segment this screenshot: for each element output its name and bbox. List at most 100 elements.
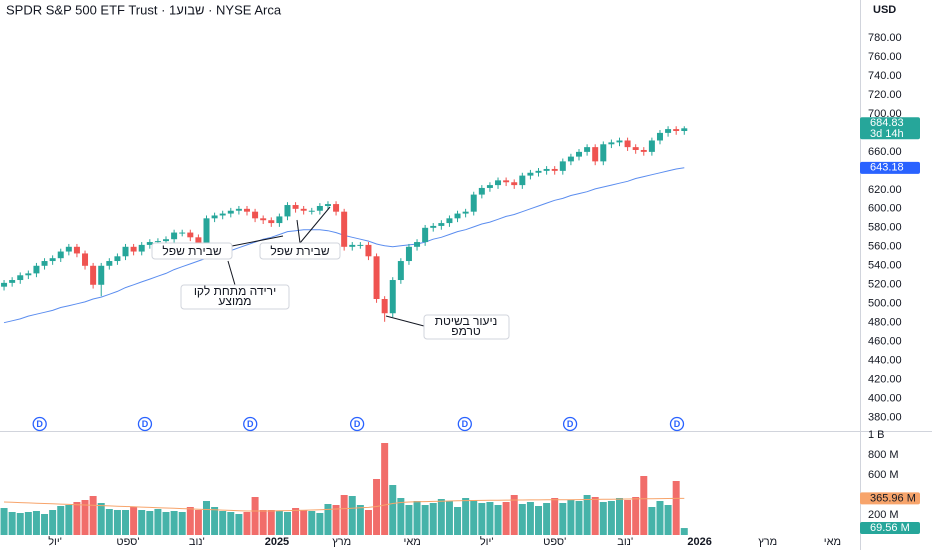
volume-tick-label: 600 M: [868, 469, 899, 481]
candle-body: [478, 187, 485, 195]
candle-body: [227, 210, 234, 214]
volume-bar: [559, 503, 567, 535]
dividend-label: D: [674, 419, 681, 429]
candle-body: [559, 161, 566, 171]
candle-body: [681, 128, 688, 131]
annotation-text: שבירת שפל: [162, 244, 221, 258]
x-tick-label: נוב': [189, 536, 205, 548]
candle-body: [195, 237, 202, 245]
candle-body: [373, 256, 380, 300]
candle-body: [584, 147, 591, 152]
volume-bar: [146, 511, 154, 535]
y-tick-label: 660.00: [868, 146, 902, 158]
y-tick-label: 500.00: [868, 298, 902, 310]
candle-body: [397, 261, 404, 281]
dividend-marker: [137, 416, 153, 432]
annotation-box: [180, 284, 290, 310]
candle-body: [252, 211, 259, 219]
volume-bar: [332, 505, 340, 535]
annotation-arrow: [231, 235, 284, 247]
candle-body: [576, 151, 583, 157]
candle-body: [260, 218, 267, 221]
volume-bar: [599, 502, 607, 535]
candle-body: [470, 194, 477, 212]
candle-body: [17, 275, 24, 281]
y-tick-label: 400.00: [868, 393, 902, 405]
candle-body: [600, 144, 607, 162]
volume-bar: [16, 513, 24, 535]
candle-body: [535, 170, 542, 173]
volume-bar: [251, 497, 259, 535]
volume-tick-label: 1 B: [868, 429, 885, 441]
candle-body: [454, 213, 461, 219]
y-tick-label: 540.00: [868, 260, 902, 272]
x-tick-label: 2025: [265, 536, 289, 548]
volume-bar: [575, 501, 583, 535]
candle-body: [543, 168, 550, 171]
volume-bar: [494, 505, 502, 535]
volume-bar: [73, 502, 81, 535]
candle-body: [656, 132, 663, 141]
x-tick-label: מרץ: [332, 536, 351, 548]
candle-body: [333, 204, 340, 212]
y-tick-label: 720.00: [868, 89, 902, 101]
dividend-marker: [349, 416, 365, 432]
volume-bar: [462, 498, 470, 535]
candle-body: [82, 253, 89, 266]
volume-bar: [664, 505, 672, 535]
volume-bar: [162, 512, 170, 535]
volume-bar: [32, 511, 40, 535]
y-tick-label: 620.00: [868, 184, 902, 196]
y-tick-label: 380.00: [868, 412, 902, 424]
volume-bar: [535, 506, 543, 535]
volume-bar: [429, 503, 437, 535]
candle-body: [300, 208, 307, 211]
dividend-marker: [669, 416, 685, 432]
volume-bar: [316, 513, 324, 535]
candle-body: [592, 147, 599, 162]
candle-body: [357, 244, 364, 246]
volume-bar: [81, 500, 89, 535]
candle-body: [551, 168, 558, 171]
volume-bar: [65, 505, 73, 535]
volume-bar: [227, 512, 235, 535]
volume-bar: [97, 503, 105, 535]
candle-body: [495, 180, 502, 186]
candle-body: [486, 185, 493, 188]
volume-bar: [300, 510, 308, 535]
volume-bar: [194, 510, 202, 535]
volume-bar: [24, 512, 32, 535]
y-tick-label: 480.00: [868, 317, 902, 329]
ma-label: 643.18: [870, 162, 904, 174]
y-tick-label: 440.00: [868, 355, 902, 367]
dividend-label: D: [567, 419, 574, 429]
candle-body: [171, 232, 178, 240]
volume-bar: [437, 499, 445, 535]
candle-body: [65, 246, 72, 252]
candle-body: [146, 242, 153, 245]
dividend-label: D: [462, 419, 469, 429]
volume-bar: [478, 503, 486, 535]
volume-last-label: 69.56 M: [870, 522, 910, 534]
volume-bar: [113, 510, 121, 535]
y-tick-label: 700.00: [868, 108, 902, 120]
annotations: שבירת שפל שבירת שפל ירידה מתחת לקו ממוצע…: [151, 206, 510, 340]
candle-body: [349, 244, 356, 247]
y-tick-label: 760.00: [868, 51, 902, 63]
volume-tick-label: 200 M: [868, 509, 899, 521]
annotation-box: [423, 314, 510, 340]
x-tick-label: נוב': [617, 536, 633, 548]
dividend-label: D: [354, 419, 361, 429]
candle-body: [324, 204, 331, 206]
candle-body: [154, 241, 161, 243]
candle-body: [276, 216, 283, 224]
volume-bar: [275, 511, 283, 535]
volume-bar: [381, 443, 389, 535]
volume-bar: [567, 500, 575, 535]
y-tick-label: 420.00: [868, 374, 902, 386]
annotation-text: ירידה מתחת לקו: [194, 284, 276, 298]
y-tick-label: 780.00: [868, 32, 902, 44]
candle-body: [41, 261, 48, 266]
volume-bar: [502, 502, 510, 535]
